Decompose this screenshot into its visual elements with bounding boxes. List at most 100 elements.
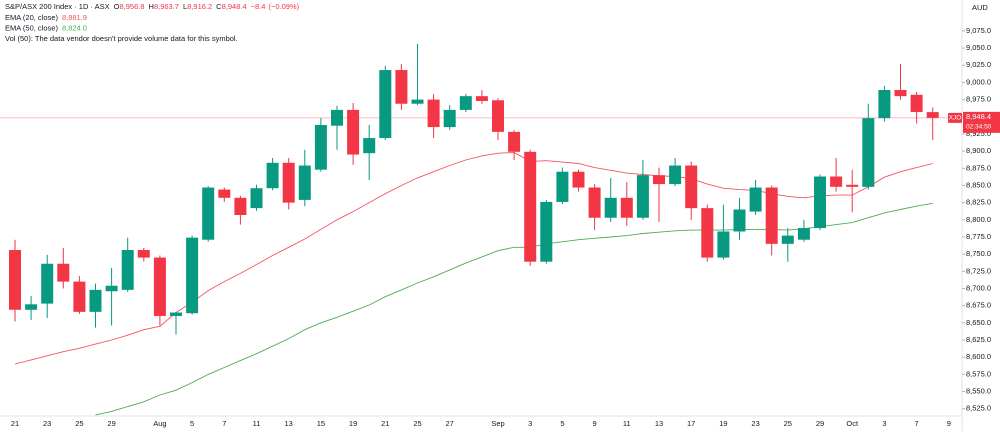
y-tick-label: 9,000.0 [966,77,991,86]
candle-body [105,285,118,292]
candle-body [234,197,247,215]
y-tick-label: 8,800.0 [966,215,991,224]
candle-body [459,96,472,110]
candle-body [379,70,392,139]
y-tick-label: 8,575.0 [966,369,991,378]
x-tick-label: 23 [43,419,51,428]
y-tick-label: 8,900.0 [966,146,991,155]
candle-body [926,112,939,118]
candle-body [41,263,54,304]
candle-body [830,176,843,187]
ohlc-key: L [183,2,187,11]
ohlc-key: O [114,2,120,11]
candle-body [137,250,150,258]
candle-body [717,231,730,258]
candle-body [89,289,102,312]
candle-body [894,89,907,97]
x-tick-label: 7 [915,419,919,428]
candle-body [653,175,665,185]
candle-body [411,99,424,104]
y-tick-label: 8,925.0 [966,129,991,138]
symbol-tag-text: XJO [949,115,962,122]
candle-body [395,70,408,104]
candle-body [153,257,166,316]
candle-body [620,197,633,218]
candle-body [508,131,521,152]
x-tick-label: 19 [719,419,727,428]
x-tick-label: 13 [655,419,663,428]
symbol-tag [948,112,962,123]
candle-body [878,89,891,119]
candle-body [25,304,38,310]
candle-body [556,171,569,202]
x-tick-label: 5 [560,419,564,428]
x-tick-label: 25 [75,419,83,428]
candle-body [781,235,794,244]
x-tick-label: Oct [846,419,859,428]
legend: S&P/ASX 200 Index · 1D · ASX O8,956.8 H8,9… [5,2,300,43]
x-tick-label: Sep [491,419,504,428]
change-pct: (−0.09%) [268,2,299,11]
candle-body [685,165,698,209]
candle-body [797,228,810,240]
x-tick-label: 15 [317,419,325,428]
price-tag-value: 8,948.4 [966,112,991,121]
y-tick-label: 8,750.0 [966,249,991,258]
ohlc-value: 8,963.7 [154,2,179,11]
candle-body [636,175,649,218]
ohlc-value: 8,948.4 [222,2,247,11]
y-tick-label: 8,875.0 [966,163,991,172]
y-tick-label: 8,700.0 [966,283,991,292]
candle-body [218,189,231,198]
ohlc-key: C [216,2,222,11]
ohlc-value: 8,916.2 [187,2,212,11]
y-tick-label: 8,675.0 [966,301,991,310]
x-tick-label: 3 [882,419,886,428]
ohlc-value: 8,956.8 [119,2,144,11]
x-tick-label: 5 [190,419,194,428]
y-tick-label: 8,650.0 [966,318,991,327]
y-tick-label: 8,825.0 [966,198,991,207]
x-tick-label: 25 [413,419,421,428]
x-tick-label: 3 [528,419,532,428]
candle-body [282,162,295,203]
y-tick-label: 8,850.0 [966,180,991,189]
y-tick-label: 9,075.0 [966,26,991,35]
ema-line [95,202,933,416]
x-tick-label: 17 [687,419,695,428]
x-tick-label: 19 [349,419,357,428]
ema-line [14,152,933,365]
legend-line: EMA (50, close) 8,824.0 [5,23,87,32]
legend-name: EMA (20, close) [5,13,58,22]
change: −8.4 [251,2,266,11]
candle-body [475,96,488,101]
legend-value: 8,881.9 [62,13,87,22]
x-tick-label: 21 [381,419,389,428]
y-tick-label: 8,625.0 [966,335,991,344]
candle-body [588,187,601,218]
y-tick-label: 8,975.0 [966,95,991,104]
y-tick-label: 9,025.0 [966,60,991,69]
ohlc-key: H [149,2,154,11]
candle-body [250,188,263,209]
candle-body [814,176,826,229]
x-tick-label: 9 [593,419,597,428]
y-tick-label: 8,775.0 [966,232,991,241]
x-tick-label: 23 [751,419,759,428]
candle-body [443,109,456,128]
x-tick-label: 9 [947,419,951,428]
candle-body [266,162,279,189]
currency-label: AUD [972,3,988,12]
candle-body [186,237,199,314]
candle-body [170,312,182,316]
candle-body [765,187,778,244]
y-tick-label: 8,725.0 [966,266,991,275]
candle-body [331,109,343,126]
candle-body [73,281,86,312]
candle-body [749,187,762,212]
candle-body [701,208,714,258]
x-tick-label: 11 [623,419,631,428]
